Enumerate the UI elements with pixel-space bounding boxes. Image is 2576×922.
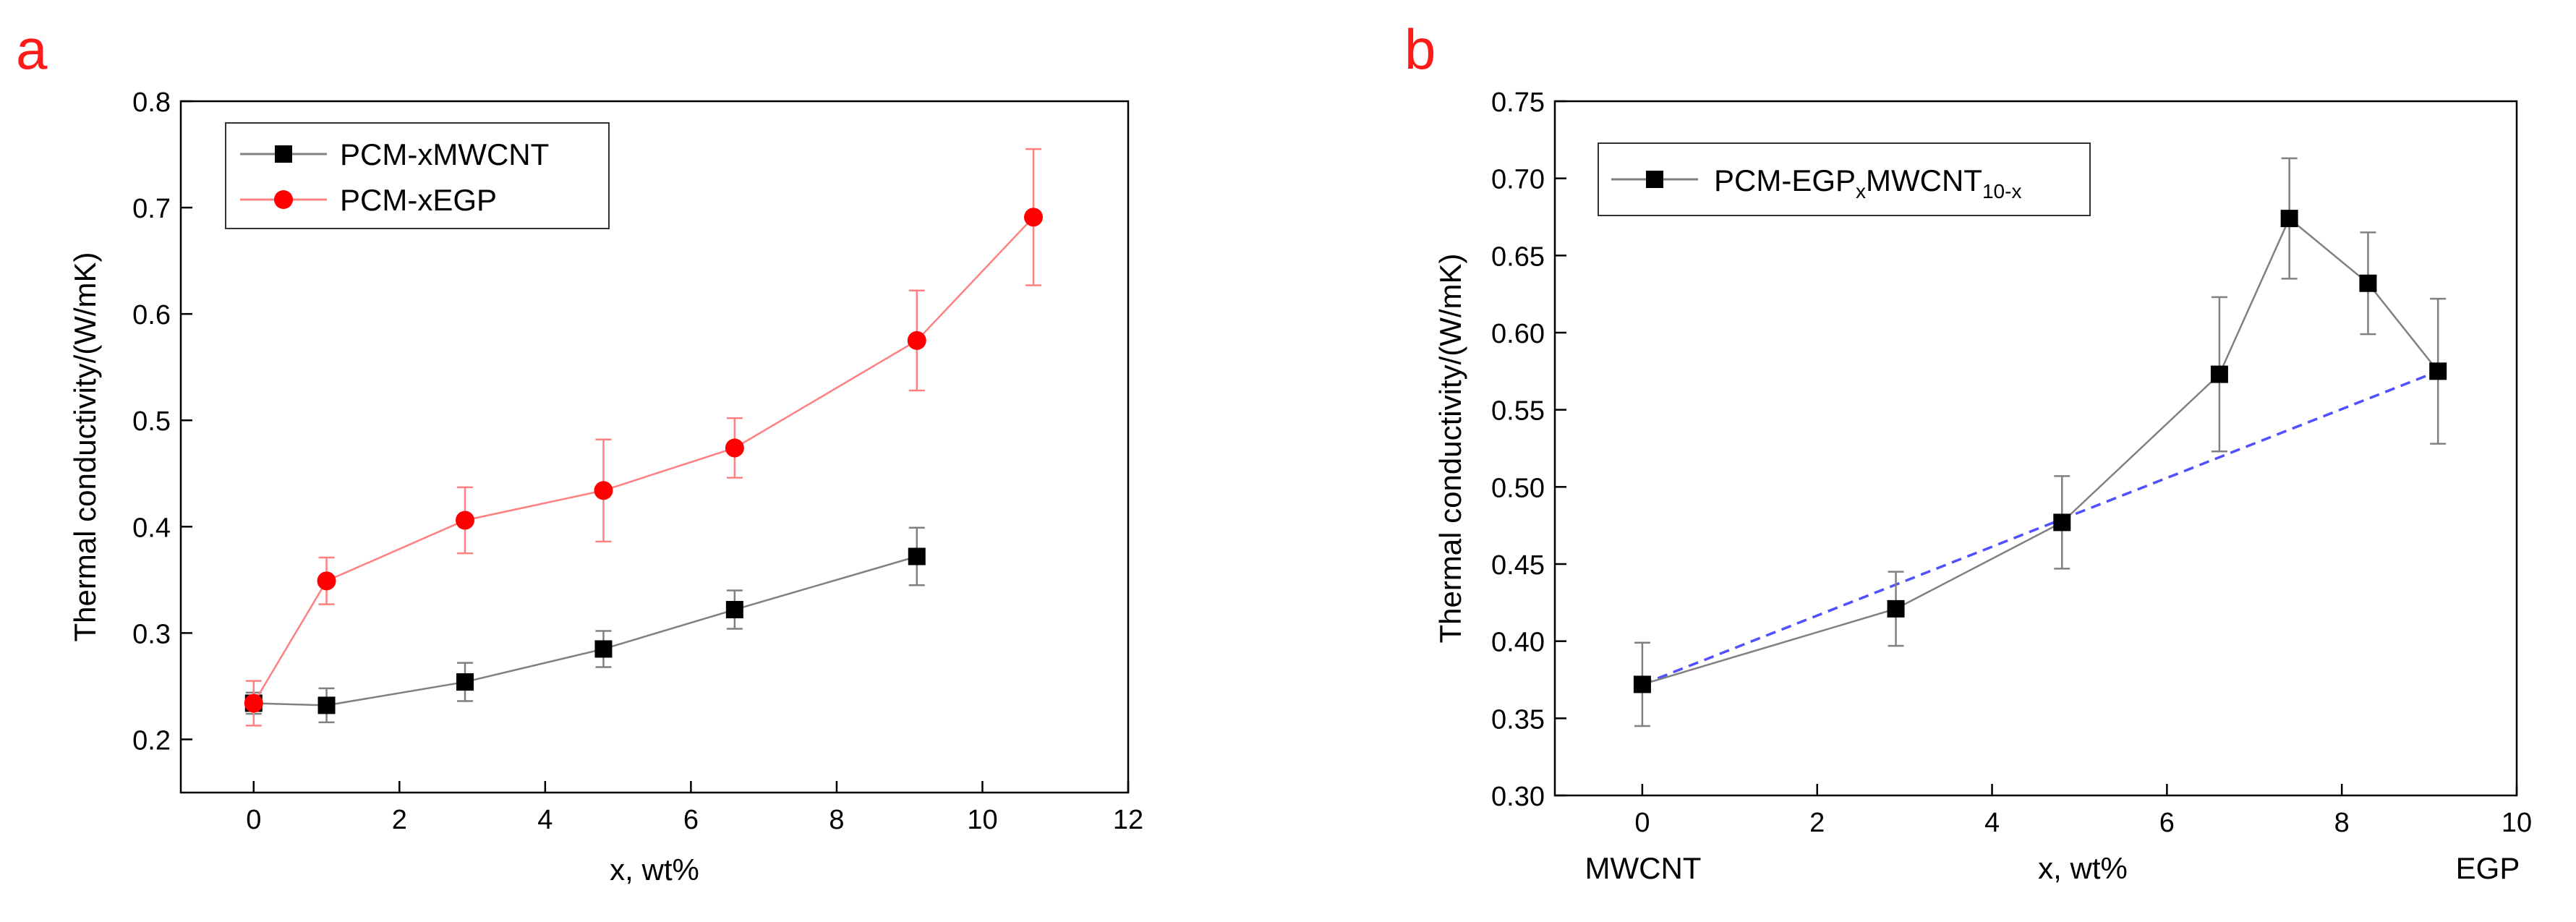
- chart-panel-a: a 0.2 0.3 0.4 0.5 0.6 0.7 0.8 0 2 4 6 8 10 12 x, wt%…: [16, 17, 1143, 887]
- y-tick-label-b-1: 0.35: [1491, 704, 1545, 735]
- y-tick-label-b-2: 0.40: [1491, 628, 1545, 658]
- data-point-a-1-5: [907, 330, 926, 350]
- y-tick-label-b-3: 0.45: [1491, 550, 1545, 581]
- x-end-label-right: EGP: [2456, 851, 2520, 885]
- plot-frame-b: [1553, 100, 2518, 797]
- legend-label-mwcnt: PCM-xMWCNT: [340, 137, 549, 171]
- panel-label-b: b: [1404, 17, 1436, 81]
- x-tick-label-b-5: 10: [2502, 808, 2532, 838]
- legend-label-sub1: x: [1856, 180, 1866, 202]
- y-tick-label-b-4: 0.50: [1491, 473, 1545, 503]
- x-axis-label-b: x, wt%: [2038, 851, 2128, 885]
- data-point-b-0-4: [2280, 210, 2298, 228]
- series-group-b: [1633, 157, 2447, 727]
- data-point-a-1-4: [725, 438, 744, 458]
- y-tick-label-a-0: 0.2: [132, 725, 171, 756]
- x-tick-label-a-4: 8: [829, 805, 844, 835]
- y-tick-label-b-5: 0.55: [1491, 396, 1545, 427]
- legend-label-egp-mwcnt: PCM-EGPxMWCNT10-x: [1714, 163, 2021, 202]
- x-axis-ticks-a: 0 2 4 6 8 10 12: [246, 781, 1143, 835]
- x-tick-label-b-3: 6: [2159, 808, 2175, 838]
- data-point-a-1-6: [1024, 208, 1043, 227]
- x-tick-label-b-1: 2: [1809, 808, 1825, 838]
- panel-label-a: a: [16, 17, 48, 81]
- data-point-b-0-0: [1633, 675, 1651, 693]
- plot-frame-a: [179, 100, 1130, 794]
- data-point-a-0-4: [725, 601, 743, 619]
- y-tick-label-a-2: 0.4: [132, 513, 171, 543]
- data-point-a-0-2: [456, 673, 474, 691]
- y-axis-label-a: Thermal conductivity/(W/mK): [68, 252, 102, 641]
- legend-a: PCM-xMWCNT PCM-xEGP: [225, 122, 610, 229]
- data-point-b-0-5: [2359, 274, 2377, 292]
- data-point-b-0-6: [2429, 362, 2447, 380]
- y-tick-label-b-7: 0.65: [1491, 242, 1545, 272]
- x-axis-label-a: x, wt%: [610, 853, 699, 887]
- legend-marker-egp-mwcnt: [1646, 171, 1663, 188]
- x-tick-label-b-2: 4: [1984, 808, 2000, 838]
- legend-label-sub2: 10-x: [1982, 180, 2021, 202]
- y-axis-ticks-a: 0.2 0.3 0.4 0.5 0.6 0.7 0.8: [132, 87, 192, 756]
- legend-b: PCM-EGPxMWCNT10-x: [1598, 142, 2091, 216]
- y-tick-label-b-8: 0.70: [1491, 165, 1545, 195]
- x-end-label-left: MWCNT: [1585, 851, 1702, 885]
- data-point-a-1-1: [317, 571, 336, 591]
- data-point-b-0-1: [1887, 599, 1905, 618]
- legend-box-a: [225, 122, 610, 229]
- data-point-a-0-5: [908, 547, 926, 565]
- x-tick-label-a-6: 12: [1113, 805, 1143, 835]
- y-tick-label-a-4: 0.6: [132, 300, 171, 330]
- chart-panel-b: b 0.300.350.400.450.500.550.600.650.700.…: [1404, 17, 2532, 885]
- y-tick-label-b-6: 0.60: [1491, 319, 1545, 349]
- series-group-a: [244, 148, 1043, 727]
- data-point-b-0-2: [2053, 513, 2071, 532]
- data-point-a-0-3: [594, 640, 613, 658]
- y-tick-label-b-0: 0.30: [1491, 782, 1545, 812]
- legend-marker-mwcnt: [275, 145, 292, 163]
- y-axis-ticks-b: 0.30 0.35 0.40 0.45 0.50 0.55 0.60 0.65 0.70 0.75: [1491, 87, 1566, 812]
- series-line-b-0: [1642, 217, 2439, 686]
- y-axis-label-b: Thermal conductivity/(W/mK): [1433, 253, 1467, 643]
- series-line-a-0: [253, 555, 918, 707]
- data-point-a-1-2: [456, 511, 474, 530]
- reference-line-group-b: [1642, 370, 2439, 686]
- x-tick-label-a-5: 10: [967, 805, 997, 835]
- data-point-a-1-0: [244, 693, 263, 713]
- y-tick-label-a-5: 0.7: [132, 194, 171, 224]
- reference-line-b: [1642, 370, 2439, 686]
- x-axis-ticks-b: 0 2 4 6 8 10: [1634, 784, 2532, 838]
- x-tick-label-b-0: 0: [1634, 808, 1650, 838]
- legend-label-mid: MWCNT: [1866, 163, 1982, 197]
- y-tick-label-a-3: 0.5: [132, 406, 171, 437]
- legend-marker-egp: [274, 190, 293, 209]
- y-tick-label-a-6: 0.8: [132, 87, 171, 118]
- y-tick-label-a-1: 0.3: [132, 619, 171, 649]
- data-point-b-0-3: [2210, 365, 2228, 383]
- x-tick-label-a-3: 6: [683, 805, 699, 835]
- legend-label-base: PCM-EGP: [1714, 163, 1856, 197]
- data-point-a-0-1: [317, 696, 336, 714]
- y-tick-label-b-9: 0.75: [1491, 87, 1545, 118]
- data-point-a-1-3: [594, 481, 613, 500]
- x-tick-label-a-0: 0: [246, 805, 261, 835]
- legend-label-egp: PCM-xEGP: [340, 183, 497, 217]
- x-tick-label-a-1: 2: [392, 805, 407, 835]
- x-tick-label-a-2: 4: [537, 805, 553, 835]
- x-tick-label-b-4: 8: [2334, 808, 2350, 838]
